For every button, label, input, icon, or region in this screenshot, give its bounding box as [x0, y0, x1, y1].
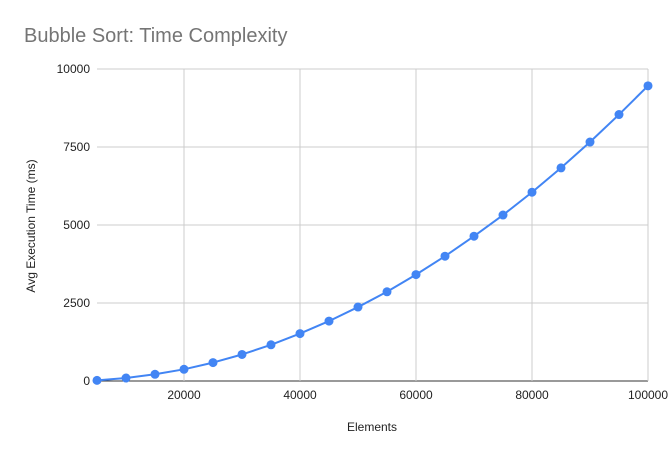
chart-title: Bubble Sort: Time Complexity — [24, 25, 287, 47]
data-point — [266, 340, 276, 350]
series-layer — [92, 81, 653, 385]
data-point — [92, 375, 102, 385]
data-point — [237, 349, 247, 359]
data-point — [179, 364, 189, 374]
data-point — [121, 373, 131, 383]
data-point — [527, 187, 537, 197]
data-point — [469, 231, 479, 241]
x-tick-label: 40000 — [283, 388, 317, 402]
y-tick-label: 5000 — [63, 218, 90, 232]
data-point — [353, 302, 363, 312]
data-point — [411, 270, 421, 280]
series-line — [96, 85, 649, 382]
y-tick-label: 0 — [83, 374, 90, 388]
y-axis-label: Avg Execution Time (ms) — [24, 159, 38, 292]
data-point — [324, 316, 334, 326]
data-point — [585, 137, 595, 147]
x-tick-label: 100000 — [628, 388, 668, 402]
data-point — [643, 81, 653, 91]
y-tick-label: 10000 — [57, 62, 91, 76]
x-tick-label: 20000 — [167, 388, 201, 402]
data-point — [150, 369, 160, 379]
tick-labels: 0 2500 5000 7500 10000 20000 40000 60000 80000 10… — [57, 62, 669, 402]
data-point — [440, 251, 450, 261]
x-tick-label: 80000 — [515, 388, 549, 402]
gridlines — [97, 68, 649, 382]
data-point — [614, 110, 624, 120]
x-axis-label: Elements — [347, 420, 397, 434]
data-point — [556, 163, 566, 173]
y-tick-label: 7500 — [63, 140, 90, 154]
data-point — [382, 287, 392, 297]
data-point — [208, 358, 218, 368]
x-tick-label: 60000 — [399, 388, 433, 402]
data-point — [295, 329, 305, 339]
data-point — [498, 210, 508, 220]
y-tick-label: 2500 — [63, 296, 90, 310]
